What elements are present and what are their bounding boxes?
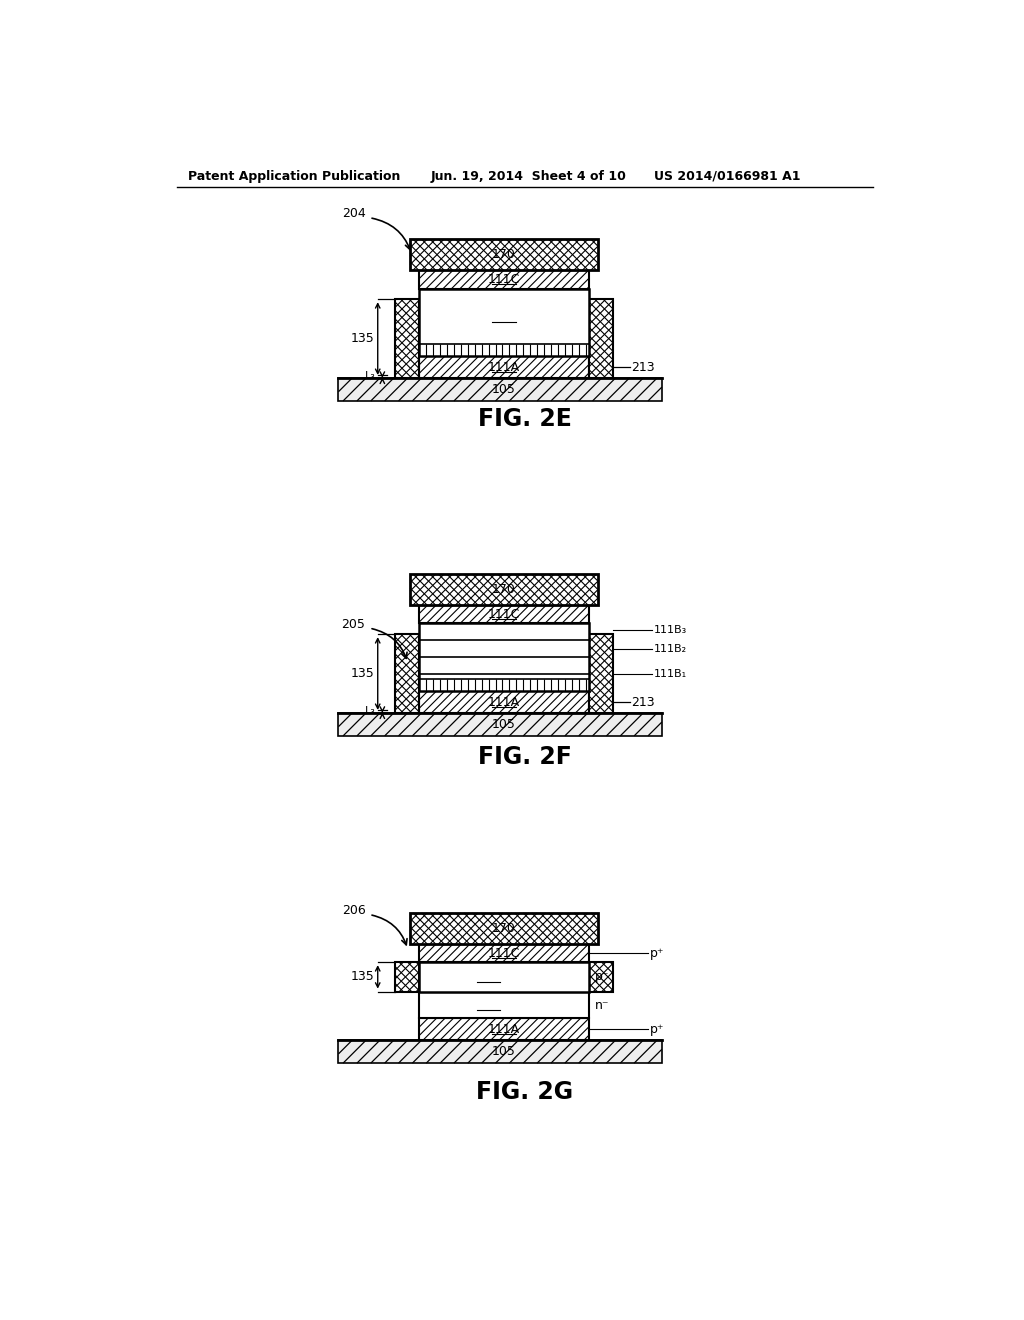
Bar: [419, 289, 589, 356]
Text: L₃: L₃: [366, 706, 376, 717]
Text: p⁻: p⁻: [595, 970, 609, 983]
Text: FIG. 2G: FIG. 2G: [476, 1080, 573, 1105]
Text: 170: 170: [493, 921, 516, 935]
Bar: [394, 300, 419, 378]
Bar: [419, 692, 589, 713]
Text: 111A: 111A: [488, 696, 520, 709]
Text: 213: 213: [631, 696, 654, 709]
Text: FIG. 2E: FIG. 2E: [478, 407, 571, 430]
Text: 206: 206: [342, 904, 366, 917]
Text: 111A: 111A: [488, 360, 520, 374]
Text: p⁺: p⁺: [649, 946, 664, 960]
Text: 170: 170: [493, 248, 516, 261]
Text: Patent Application Publication: Patent Application Publication: [188, 169, 400, 182]
Bar: [419, 623, 589, 692]
Text: 213: 213: [631, 360, 654, 374]
Bar: [394, 635, 419, 713]
Text: 205: 205: [342, 618, 366, 631]
Text: 135: 135: [351, 970, 375, 983]
Text: 204: 204: [342, 207, 366, 220]
Text: 111C: 111C: [487, 607, 520, 620]
Text: 214B: 214B: [472, 970, 505, 983]
Text: 111C: 111C: [487, 273, 520, 286]
Bar: [419, 356, 589, 378]
Text: US 2014/0166981 A1: US 2014/0166981 A1: [654, 169, 801, 182]
Text: 111C: 111C: [487, 946, 520, 960]
Text: 214A: 214A: [472, 998, 505, 1011]
Text: 105: 105: [493, 383, 516, 396]
Text: 111A: 111A: [488, 1023, 520, 1036]
Text: 105: 105: [493, 718, 516, 731]
Bar: [419, 1019, 589, 1040]
Text: 135: 135: [351, 667, 375, 680]
Text: L₃: L₃: [366, 371, 376, 381]
Bar: [419, 944, 589, 962]
Bar: [419, 991, 589, 1019]
Bar: [419, 605, 589, 623]
Bar: [339, 378, 662, 401]
Text: Jun. 19, 2014  Sheet 4 of 10: Jun. 19, 2014 Sheet 4 of 10: [431, 169, 627, 182]
Bar: [410, 913, 598, 944]
Text: FIG. 2F: FIG. 2F: [478, 746, 571, 770]
Bar: [419, 271, 589, 289]
Text: 111B₂: 111B₂: [653, 644, 686, 653]
Text: 111B₁: 111B₁: [653, 669, 686, 680]
Text: 170: 170: [493, 583, 516, 597]
Bar: [589, 300, 613, 378]
Bar: [589, 962, 613, 991]
Bar: [589, 635, 613, 713]
Text: 111B₃: 111B₃: [653, 624, 687, 635]
Text: 105: 105: [493, 1045, 516, 1059]
Bar: [339, 1040, 662, 1063]
Bar: [419, 962, 589, 991]
Text: n⁻: n⁻: [595, 998, 609, 1011]
Bar: [410, 574, 598, 605]
Text: 135: 135: [351, 333, 375, 345]
Text: p⁺: p⁺: [649, 1023, 664, 1036]
Bar: [394, 962, 419, 991]
Bar: [410, 239, 598, 271]
Text: 111B: 111B: [485, 309, 522, 323]
Bar: [339, 713, 662, 737]
